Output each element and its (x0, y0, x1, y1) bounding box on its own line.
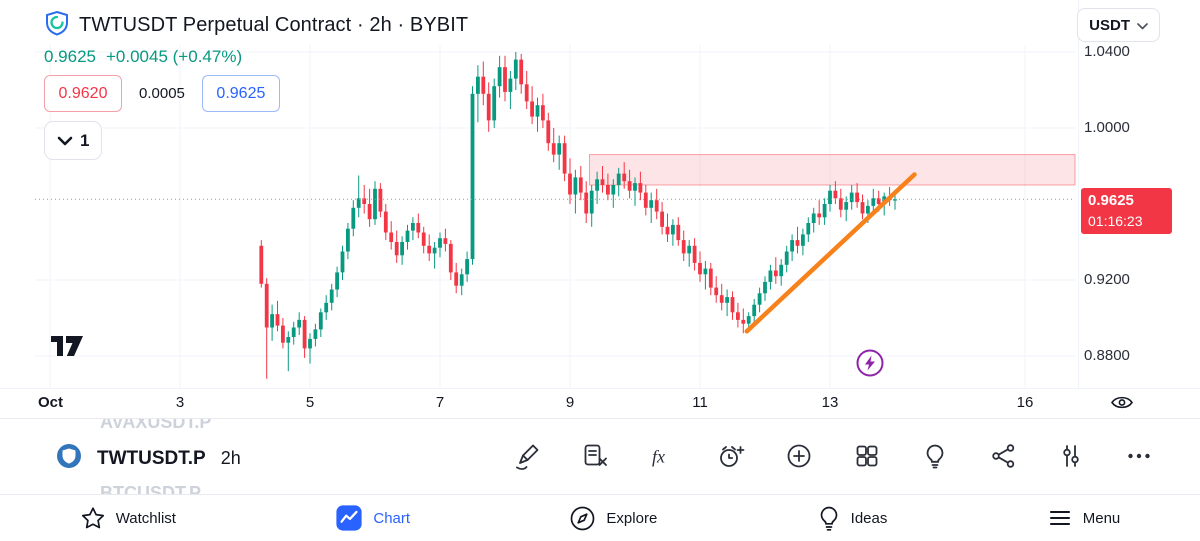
tradingview-logo[interactable] (50, 330, 84, 363)
symbol-title[interactable]: TWTUSDT Perpetual Contract · 2h · BYBIT (79, 14, 469, 36)
indicators-button[interactable]: fx (648, 441, 678, 471)
nav-label: Explore (606, 509, 658, 527)
symbol-list-item-above[interactable]: AVAXUSDT.P (100, 418, 212, 432)
nav-label: Chart (373, 509, 411, 527)
currency-value: USDT (1089, 16, 1130, 34)
chevron-down-icon (57, 131, 73, 151)
chart-icon (336, 505, 362, 531)
currency-selector[interactable]: USDT (1077, 8, 1160, 42)
order-entry-row: 0.9620 0.0005 0.9625 (44, 75, 280, 112)
candlestick-chart[interactable] (0, 0, 1200, 418)
trustwallet-circle-icon (56, 443, 82, 474)
price-change-text: +0.0045 (+0.47%) (106, 47, 243, 66)
active-symbol-label[interactable]: TWTUSDT.P (97, 447, 206, 469)
time-axis-label: 11 (692, 394, 708, 411)
draw-tool-button[interactable] (512, 441, 542, 471)
time-axis-label: 16 (1016, 394, 1034, 411)
last-price-badge: 0.9625 01:16:23 (1081, 188, 1172, 235)
compass-icon (571, 506, 595, 530)
price-axis-label: 0.8800 (1084, 347, 1130, 364)
eye-icon[interactable] (1110, 394, 1134, 416)
time-axis-label: 9 (565, 394, 575, 411)
lightning-reaction-icon[interactable] (855, 348, 885, 383)
quantity-dropdown[interactable]: 1 (44, 121, 103, 160)
interval-label[interactable]: 2h (220, 448, 241, 468)
symbol-header[interactable]: TWTUSDT Perpetual Contract · 2h · BYBIT (44, 10, 468, 41)
time-axis[interactable]: Oct 3 5 7 9 11 13 16 (0, 388, 1200, 419)
nav-label: Ideas (850, 509, 888, 527)
grid-icon (856, 445, 878, 467)
chevron-down-icon (1137, 17, 1148, 34)
sliders-icon (1063, 445, 1079, 467)
ideas-tool-button[interactable] (920, 441, 950, 471)
alert-button[interactable] (716, 441, 746, 471)
time-axis-label: 5 (305, 394, 315, 411)
bottom-nav: Watchlist Chart Explore Ideas Menu (0, 494, 1200, 541)
time-axis-label: 13 (821, 394, 839, 411)
compare-button[interactable] (1056, 441, 1086, 471)
time-axis-label: Oct (38, 394, 64, 411)
time-axis-label: 7 (435, 394, 445, 411)
share-button[interactable] (988, 441, 1018, 471)
price-axis[interactable]: 0.9625 01:16:23 1.0400 1.0000 0.9200 0.8800 (1078, 0, 1200, 388)
layouts-button[interactable] (852, 441, 882, 471)
price-change-row: 0.9625 +0.0045 (+0.47%) (44, 47, 242, 67)
time-axis-label: 3 (175, 394, 185, 411)
alarm-clock-plus-icon (720, 446, 745, 467)
chart-tools: fx (512, 441, 1154, 471)
spread-value: 0.0005 (139, 85, 185, 102)
trustwallet-shield-icon (44, 10, 70, 41)
sell-price-button[interactable]: 0.9620 (44, 75, 122, 112)
price-axis-label: 0.9200 (1084, 271, 1130, 288)
note-remove-icon (584, 444, 607, 466)
badge-countdown: 01:16:23 (1088, 212, 1143, 229)
nav-watchlist[interactable]: Watchlist (80, 505, 176, 531)
menu-icon (1049, 510, 1070, 526)
share-nodes-icon (992, 444, 1015, 468)
last-price-text: 0.9625 (44, 47, 96, 66)
price-axis-label: 1.0400 (1084, 43, 1130, 60)
notes-button[interactable] (580, 441, 610, 471)
nav-menu[interactable]: Menu (1047, 505, 1121, 531)
badge-price: 0.9625 (1088, 192, 1134, 210)
star-icon (81, 507, 104, 529)
function-fx-icon: fx (652, 447, 665, 467)
nav-ideas[interactable]: Ideas (817, 505, 888, 532)
symbol-list-item-below[interactable]: BTCUSDT.P (100, 483, 202, 495)
plus-circle-icon (787, 444, 811, 468)
price-axis-label: 1.0000 (1084, 119, 1130, 136)
svg-text:fx: fx (652, 447, 665, 467)
chart-area: TWTUSDT Perpetual Contract · 2h · BYBIT … (0, 0, 1200, 419)
nav-label: Menu (1082, 509, 1121, 527)
quantity-value: 1 (80, 130, 90, 150)
ellipsis-icon (1128, 453, 1150, 459)
nav-explore[interactable]: Explore (569, 505, 657, 532)
active-symbol[interactable]: TWTUSDT.P 2h (56, 443, 241, 474)
nav-label: Watchlist (115, 509, 176, 527)
buy-price-button[interactable]: 0.9625 (201, 75, 280, 112)
more-button[interactable] (1124, 441, 1154, 471)
marker-pen-icon (516, 444, 539, 470)
symbol-toolbar: AVAXUSDT.P BTCUSDT.P TWTUSDT.P 2h fx (0, 418, 1200, 495)
add-button[interactable] (784, 441, 814, 471)
bulb-icon (820, 506, 837, 531)
lightbulb-icon (926, 444, 944, 469)
nav-chart[interactable]: Chart (335, 504, 410, 532)
